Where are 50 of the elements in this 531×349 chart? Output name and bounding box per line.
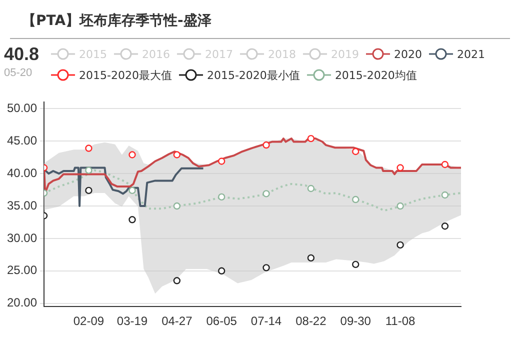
y-tick-label: 35.00	[7, 198, 38, 212]
text: 05-20	[4, 67, 34, 79]
point	[352, 148, 360, 156]
point	[352, 260, 360, 268]
point	[85, 166, 92, 174]
x-tick-label: 08-22	[296, 314, 327, 328]
legend-label: 2015-2020最大值	[79, 68, 172, 82]
y-tick-label: 45.00	[7, 133, 38, 148]
y-tick-label: 25.00	[7, 263, 38, 278]
chart-title: 【PTA】坯布库存季节性-盛泽	[22, 12, 212, 30]
x-tick-label: 06-05	[206, 314, 238, 328]
legend-label: 2021	[457, 48, 485, 60]
point	[396, 164, 404, 172]
point	[307, 134, 315, 142]
text: 40.8	[4, 44, 40, 65]
x-tick-label: 04-27	[162, 314, 193, 328]
x-tick-label: 02-09	[73, 314, 104, 328]
point	[128, 216, 136, 224]
point	[218, 158, 226, 165]
point	[441, 160, 449, 168]
point	[262, 264, 270, 272]
point	[262, 141, 270, 149]
y-tick-label: 30.00	[7, 230, 38, 245]
point	[262, 190, 270, 198]
x-tick-label: 07-14	[250, 314, 282, 328]
point	[218, 193, 226, 201]
point	[128, 186, 136, 194]
x-tick-label: 11-08	[385, 314, 416, 328]
y-tick-label: 20.00	[7, 296, 38, 310]
point	[441, 222, 449, 230]
point	[396, 202, 404, 210]
y-tick-label: 50.00	[7, 101, 38, 115]
point	[396, 241, 404, 249]
legend-label: 2020	[394, 48, 422, 60]
point	[307, 184, 315, 192]
point	[352, 196, 360, 204]
y-tick-label: 40.00	[7, 166, 38, 180]
point	[173, 277, 181, 284]
point	[441, 191, 449, 199]
point	[307, 254, 315, 262]
point	[85, 144, 92, 152]
point	[173, 151, 181, 158]
x-tick-label: 03-19	[116, 314, 148, 328]
point	[128, 151, 136, 158]
x-tick-label: 09-30	[340, 314, 372, 328]
point	[85, 186, 92, 194]
point	[218, 267, 226, 275]
point	[173, 202, 181, 210]
legend-label: 2015-2020均值	[334, 68, 417, 82]
legend-label: 2015-2020最小值	[206, 68, 300, 82]
